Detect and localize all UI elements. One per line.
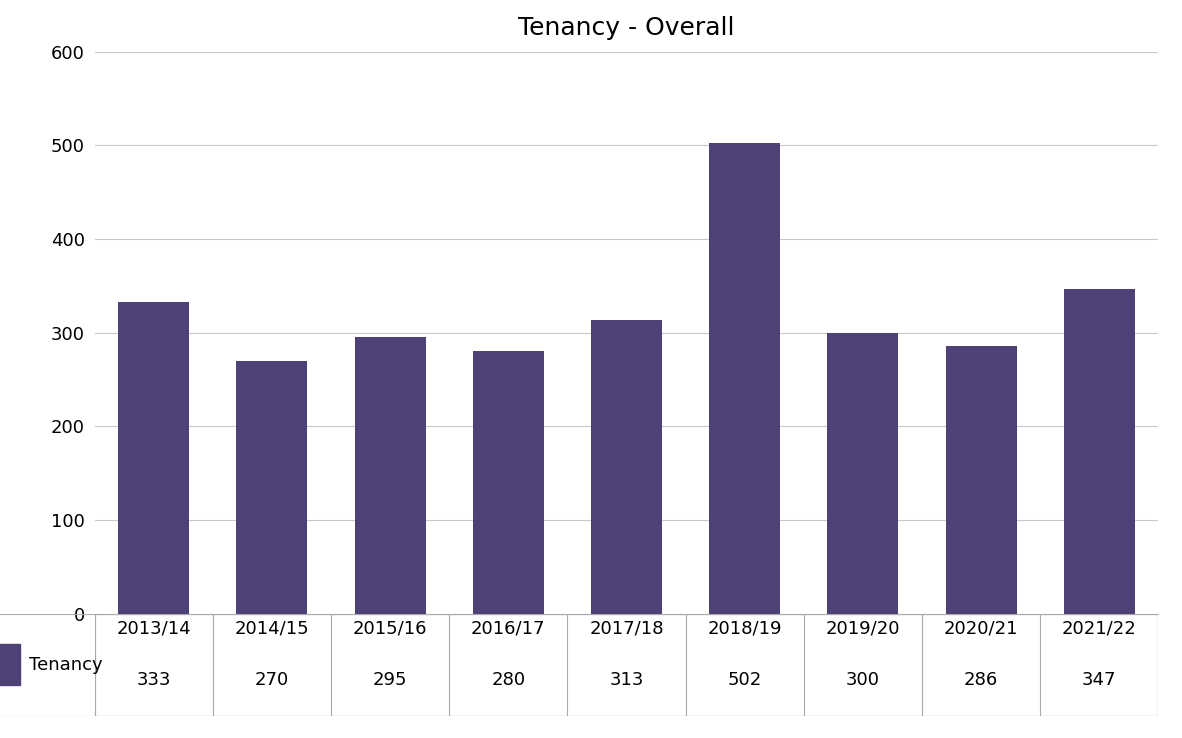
Text: 295: 295 bbox=[372, 671, 408, 689]
Text: 280: 280 bbox=[492, 671, 525, 689]
Bar bbox=[591, 320, 662, 614]
Text: 300: 300 bbox=[846, 671, 879, 689]
Bar bbox=[473, 351, 544, 614]
Text: 313: 313 bbox=[609, 671, 644, 689]
Text: 502: 502 bbox=[728, 671, 761, 689]
Bar bbox=[355, 337, 426, 614]
Title: Tenancy - Overall: Tenancy - Overall bbox=[518, 16, 735, 40]
Text: 270: 270 bbox=[255, 671, 288, 689]
Bar bbox=[118, 302, 189, 614]
Text: Tenancy: Tenancy bbox=[28, 656, 102, 674]
Bar bbox=[946, 346, 1017, 614]
Bar bbox=[0, 644, 20, 685]
Bar bbox=[95, 614, 1158, 716]
Text: 347: 347 bbox=[1082, 671, 1117, 689]
Text: 333: 333 bbox=[136, 671, 171, 689]
Bar bbox=[236, 361, 307, 614]
Bar bbox=[827, 333, 898, 614]
Bar bbox=[709, 143, 780, 614]
Text: 286: 286 bbox=[965, 671, 998, 689]
Bar bbox=[1064, 289, 1135, 614]
